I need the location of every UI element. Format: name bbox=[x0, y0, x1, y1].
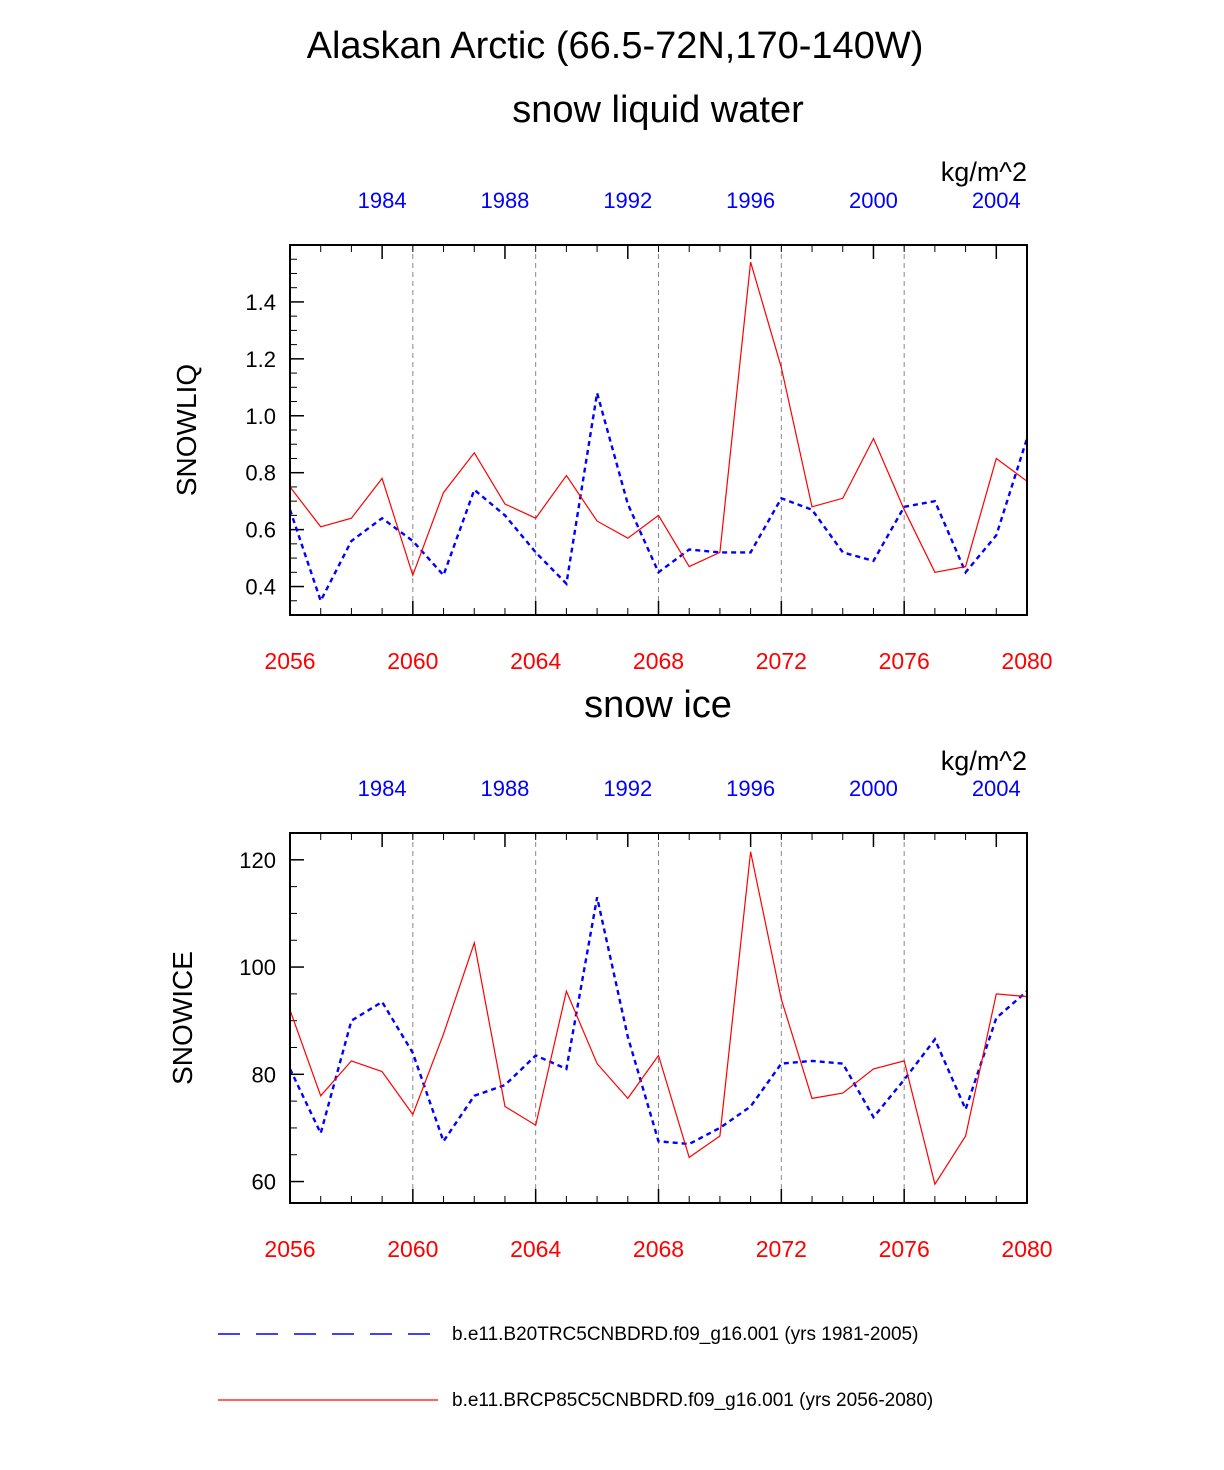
bottom-tick-label: 2076 bbox=[879, 1236, 930, 1262]
bottom-tick-label: 2056 bbox=[264, 648, 315, 674]
series-line-historical bbox=[288, 392, 1029, 604]
top-tick-label: 1984 bbox=[358, 188, 407, 213]
figure-title: Alaskan Arctic (66.5-72N,170-140W) bbox=[307, 25, 924, 67]
y-tick-label: 60 bbox=[252, 1170, 276, 1195]
chart-panel-2: snow ice kg/m^2 SNOWICE 2056 2060 2064 2068 207… bbox=[167, 684, 1053, 1262]
top-tick-label: 2000 bbox=[849, 188, 898, 213]
y-tick-label: 0.4 bbox=[245, 575, 276, 600]
legend-hist-label: b.e11.B20TRC5CNBDRD.f09_g16.001 (yrs 198… bbox=[452, 1324, 918, 1345]
top-tick-label: 2004 bbox=[972, 188, 1021, 213]
bottom-tick-label: 2064 bbox=[510, 648, 561, 674]
bottom-tick-label: 2060 bbox=[387, 1236, 438, 1262]
y-tick-label: 100 bbox=[239, 955, 276, 980]
chart-title: snow ice bbox=[584, 684, 732, 726]
y-tick-label: 0.8 bbox=[245, 461, 276, 486]
y-tick-label: 120 bbox=[239, 848, 276, 873]
bottom-tick-label: 2072 bbox=[756, 1236, 807, 1262]
y-axis-label: SNOWLIQ bbox=[171, 364, 202, 496]
plot-frame bbox=[289, 244, 1028, 616]
y-tick-label: 1.0 bbox=[245, 404, 276, 429]
bottom-tick-label: 2060 bbox=[387, 648, 438, 674]
y-tick-label: 1.2 bbox=[245, 347, 276, 372]
y-tick-label: 1.4 bbox=[245, 290, 276, 315]
bottom-tick-label: 2080 bbox=[1001, 648, 1052, 674]
series-line-future bbox=[289, 261, 1028, 578]
bottom-tick-label: 2076 bbox=[879, 648, 930, 674]
y-tick-label: 80 bbox=[252, 1062, 276, 1087]
bottom-tick-label: 2068 bbox=[633, 648, 684, 674]
bottom-tick-label: 2080 bbox=[1001, 1236, 1052, 1262]
top-tick-label: 1988 bbox=[480, 776, 529, 801]
top-tick-label: 1992 bbox=[603, 776, 652, 801]
series-line-future bbox=[289, 851, 1028, 1186]
legend: b.e11.B20TRC5CNBDRD.f09_g16.001 (yrs 198… bbox=[218, 1324, 933, 1411]
top-tick-label: 2004 bbox=[972, 776, 1021, 801]
units-label: kg/m^2 bbox=[941, 157, 1027, 187]
bottom-tick-label: 2068 bbox=[633, 1236, 684, 1262]
chart-title: snow liquid water bbox=[512, 89, 804, 131]
top-tick-label: 1996 bbox=[726, 188, 775, 213]
top-tick-label: 1992 bbox=[603, 188, 652, 213]
y-tick-label: 0.6 bbox=[245, 518, 276, 543]
top-tick-label: 1984 bbox=[358, 776, 407, 801]
top-tick-label: 2000 bbox=[849, 776, 898, 801]
plot-frame bbox=[289, 832, 1028, 1204]
bottom-tick-label: 2056 bbox=[264, 1236, 315, 1262]
units-label: kg/m^2 bbox=[941, 746, 1027, 776]
y-axis-label: SNOWICE bbox=[167, 951, 198, 1085]
bottom-tick-label: 2072 bbox=[756, 648, 807, 674]
top-tick-label: 1988 bbox=[480, 188, 529, 213]
top-tick-label: 1996 bbox=[726, 776, 775, 801]
legend-future-label: b.e11.BRCP85C5CNBDRD.f09_g16.001 (yrs 20… bbox=[452, 1390, 933, 1411]
series-line-historical bbox=[288, 897, 1028, 1146]
chart-panel-1: snow liquid water kg/m^2 SNOWLIQ 2056 2060 20… bbox=[171, 89, 1053, 674]
bottom-tick-label: 2064 bbox=[510, 1236, 561, 1262]
